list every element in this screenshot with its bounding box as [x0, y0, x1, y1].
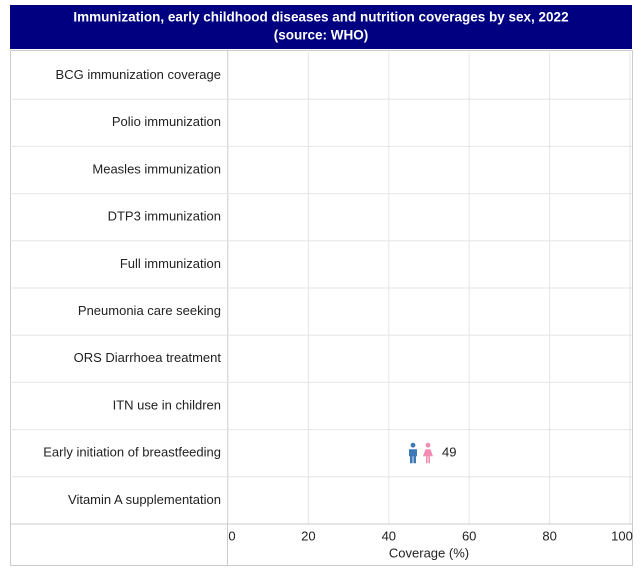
category-label: DTP3 immunization	[108, 209, 221, 224]
chart-title: Immunization, early childhood diseases a…	[73, 10, 568, 25]
x-axis-label: Coverage (%)	[389, 545, 469, 560]
x-tick-label: 0	[228, 528, 235, 543]
x-tick-label: 100	[611, 528, 633, 543]
coverage-marker	[408, 442, 433, 464]
x-tick-label: 40	[382, 528, 396, 543]
x-tick-label: 80	[542, 528, 556, 543]
icon-head	[425, 442, 431, 448]
category-label: Polio immunization	[112, 114, 221, 129]
x-tick-label: 60	[462, 528, 476, 543]
title-bar	[10, 5, 632, 49]
category-label: Pneumonia care seeking	[78, 303, 221, 318]
category-label: Early initiation of breastfeeding	[43, 445, 221, 460]
frame	[10, 50, 633, 566]
icon-body	[422, 449, 433, 464]
category-label: Vitamin A supplementation	[68, 492, 221, 507]
category-label: Full immunization	[120, 256, 221, 271]
category-label: ORS Diarrhoea treatment	[74, 350, 222, 365]
category-label: Measles immunization	[92, 161, 221, 176]
icon-head	[410, 442, 416, 448]
category-label: BCG immunization coverage	[56, 67, 221, 82]
icon-body	[408, 449, 417, 464]
x-tick-label: 20	[301, 528, 315, 543]
chart-subtitle: (source: WHO)	[274, 28, 369, 43]
category-label: ITN use in children	[113, 397, 221, 412]
value-label: 49	[442, 445, 456, 460]
